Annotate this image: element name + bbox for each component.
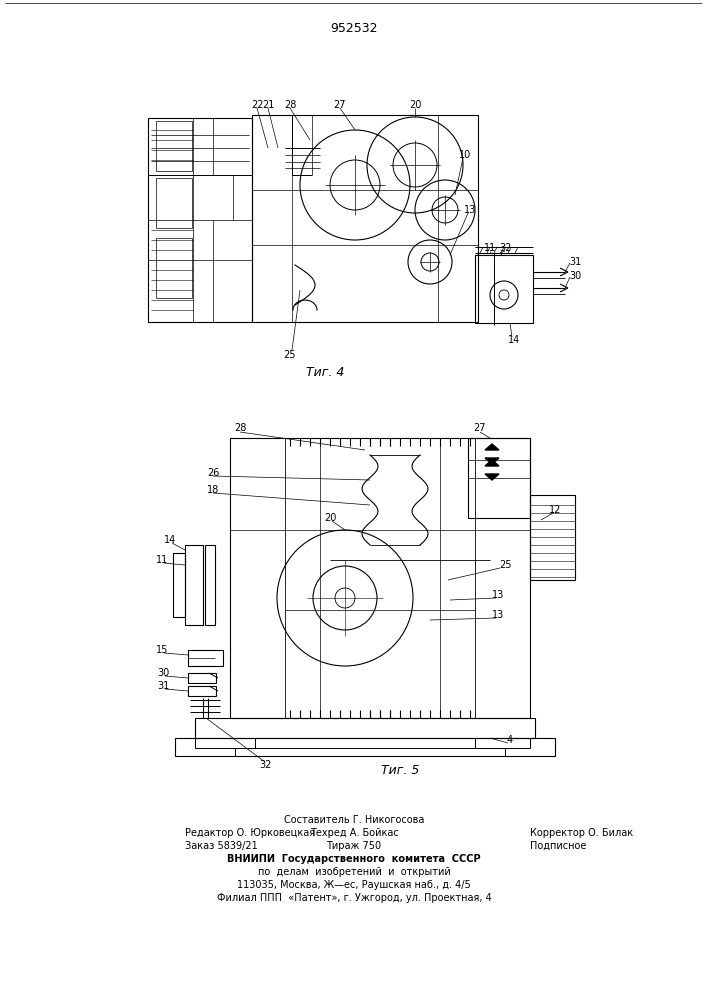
- Text: Τиг. 5: Τиг. 5: [381, 764, 419, 776]
- Text: 11: 11: [484, 243, 496, 253]
- Bar: [475, 255, 533, 323]
- Bar: [188, 673, 216, 683]
- Bar: [148, 118, 252, 322]
- Text: 32: 32: [259, 760, 271, 770]
- Bar: [230, 438, 530, 718]
- Text: Корректор О. Билак: Корректор О. Билак: [530, 828, 633, 838]
- Text: Составитель Г. Никогосова: Составитель Г. Никогосова: [284, 815, 424, 825]
- Text: 10: 10: [459, 150, 471, 160]
- Bar: [188, 650, 223, 666]
- Text: Тираж 750: Тираж 750: [327, 841, 382, 851]
- Bar: [156, 121, 192, 171]
- Text: 14: 14: [164, 535, 176, 545]
- Text: Филиал ППП  «Патент», г. Ужгород, ул. Проектная, 4: Филиал ППП «Патент», г. Ужгород, ул. Про…: [216, 893, 491, 903]
- Text: 32: 32: [499, 243, 511, 253]
- Bar: [195, 718, 535, 738]
- Bar: [156, 238, 192, 298]
- Text: Заказ 5839/21: Заказ 5839/21: [185, 841, 258, 851]
- Text: Τиг. 4: Τиг. 4: [306, 365, 344, 378]
- Text: 28: 28: [234, 423, 246, 433]
- Text: 30: 30: [569, 271, 581, 281]
- Text: ВНИИПИ  Государственного  комитета  СССР: ВНИИПИ Государственного комитета СССР: [227, 854, 481, 864]
- Text: 30: 30: [157, 668, 169, 678]
- Text: 18: 18: [207, 485, 219, 495]
- Bar: [252, 115, 478, 322]
- Bar: [188, 686, 216, 696]
- Polygon shape: [485, 474, 499, 480]
- Text: 27: 27: [334, 100, 346, 110]
- Text: 20: 20: [324, 513, 337, 523]
- Text: 22: 22: [251, 100, 263, 110]
- Text: 21: 21: [262, 100, 274, 110]
- Text: Редактор О. Юрковецкая: Редактор О. Юрковецкая: [185, 828, 315, 838]
- Text: 12: 12: [549, 505, 561, 515]
- Text: 113035, Москва, Ж—ес, Раушская наб., д. 4/5: 113035, Москва, Ж—ес, Раушская наб., д. …: [237, 880, 471, 890]
- Bar: [468, 438, 530, 518]
- Polygon shape: [485, 458, 499, 464]
- Bar: [156, 178, 192, 228]
- Bar: [195, 738, 255, 748]
- Bar: [530, 495, 575, 580]
- Text: 952532: 952532: [330, 21, 378, 34]
- Text: 31: 31: [157, 681, 169, 691]
- Text: 14: 14: [508, 335, 520, 345]
- Text: 27: 27: [474, 423, 486, 433]
- Text: Подписное: Подписное: [530, 841, 586, 851]
- Text: по  делам  изобретений  и  открытий: по делам изобретений и открытий: [257, 867, 450, 877]
- Text: 26: 26: [207, 468, 219, 478]
- Text: 31: 31: [569, 257, 581, 267]
- Bar: [205, 545, 215, 625]
- Text: 13: 13: [492, 590, 504, 600]
- Bar: [175, 738, 555, 756]
- Polygon shape: [485, 444, 499, 450]
- Text: 15: 15: [156, 645, 168, 655]
- Text: 25: 25: [498, 560, 511, 570]
- Text: 11: 11: [156, 555, 168, 565]
- Polygon shape: [485, 460, 499, 466]
- Text: 13: 13: [492, 610, 504, 620]
- Bar: [235, 748, 505, 756]
- Text: 13: 13: [464, 205, 476, 215]
- Text: Техред А. Бойкас: Техред А. Бойкас: [310, 828, 398, 838]
- Text: 4: 4: [507, 735, 513, 745]
- Bar: [475, 738, 530, 748]
- Bar: [185, 545, 203, 625]
- Text: 25: 25: [284, 350, 296, 360]
- Text: 28: 28: [284, 100, 296, 110]
- Bar: [173, 553, 185, 617]
- Text: 20: 20: [409, 100, 421, 110]
